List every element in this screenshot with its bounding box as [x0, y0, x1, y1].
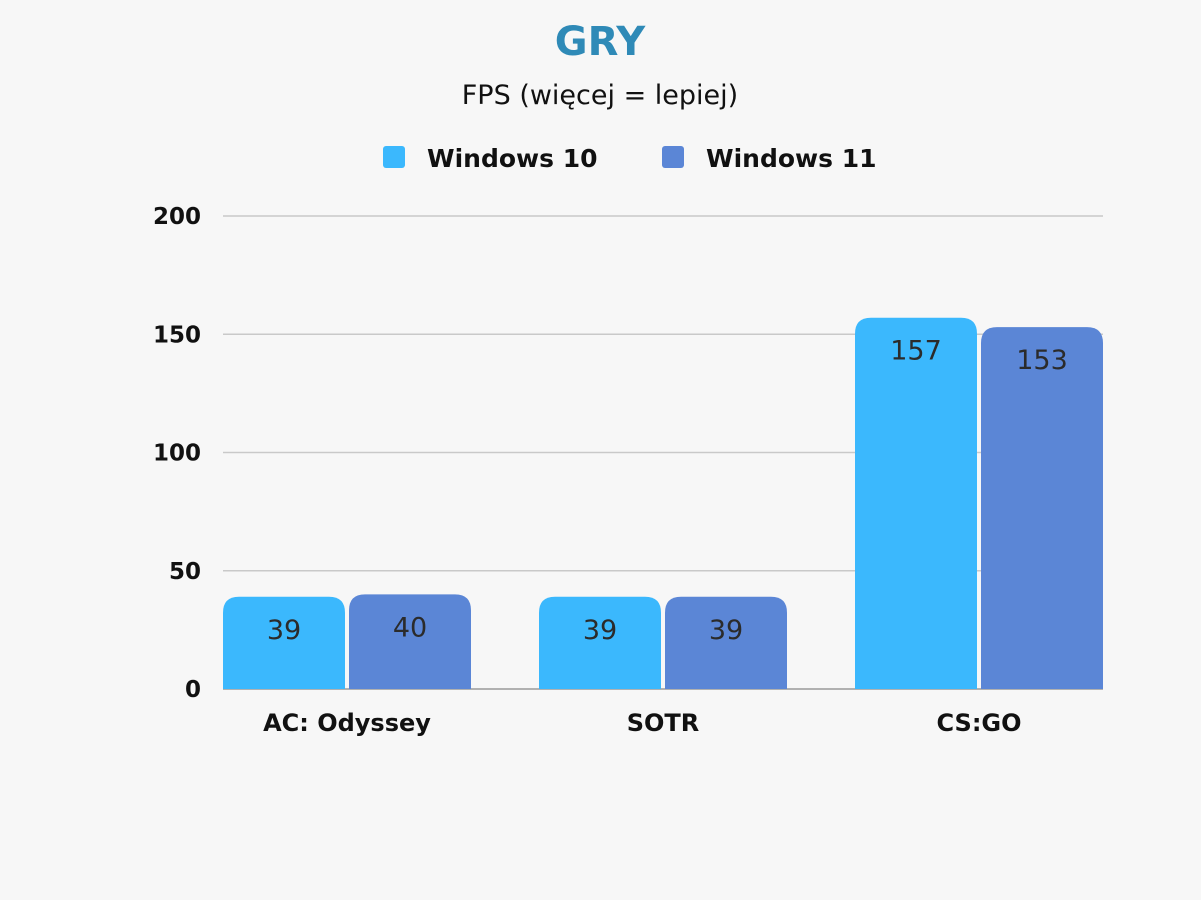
bar — [665, 596, 787, 689]
bar — [981, 327, 1103, 689]
chart-title: GRY — [555, 19, 646, 65]
data-label: 39 — [709, 615, 743, 646]
y-tick-label: 100 — [153, 441, 201, 467]
y-axis-ticks: 0 50 100 150 200 — [153, 204, 201, 703]
x-tick-label: CS:GO — [936, 709, 1021, 737]
y-tick-label: 150 — [153, 322, 201, 348]
legend-label: Windows 10 — [427, 144, 597, 173]
legend: Windows 10 Windows 11 — [383, 144, 876, 173]
data-label: 39 — [583, 615, 617, 646]
data-label: 157 — [890, 336, 942, 367]
data-label: 40 — [393, 612, 427, 643]
legend-swatch — [383, 146, 405, 168]
bars — [223, 317, 1103, 689]
x-tick-label: SOTR — [627, 709, 700, 737]
data-label: 39 — [267, 615, 301, 646]
legend-swatch — [662, 146, 684, 168]
x-axis-labels: AC: Odyssey SOTR CS:GO — [263, 709, 1021, 737]
y-tick-label: 50 — [169, 559, 201, 585]
data-labels: 39 40 39 39 157 153 — [267, 336, 1068, 646]
bar — [539, 596, 661, 689]
bar — [223, 596, 345, 689]
y-tick-label: 200 — [153, 204, 201, 230]
data-label: 153 — [1016, 345, 1068, 376]
bar — [855, 317, 977, 689]
legend-label: Windows 11 — [706, 144, 876, 173]
x-tick-label: AC: Odyssey — [263, 709, 431, 737]
chart-subtitle: FPS (więcej = lepiej) — [462, 80, 738, 111]
bar — [349, 594, 471, 689]
y-tick-label: 0 — [185, 677, 201, 703]
